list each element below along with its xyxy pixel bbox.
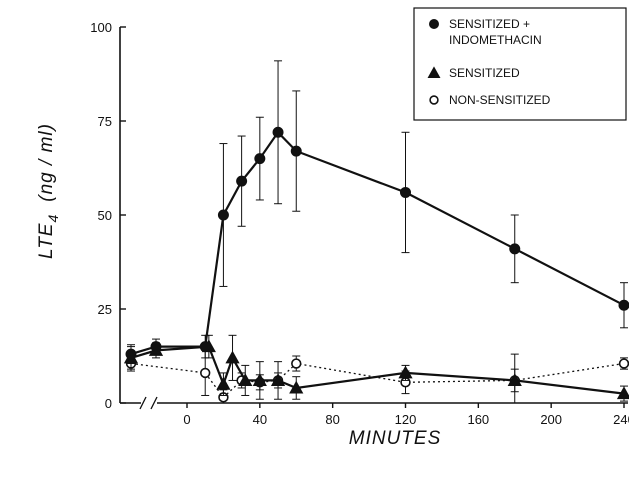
y-tick-label: 0	[105, 396, 112, 411]
data-point-open-circle	[291, 358, 302, 369]
data-point-filled-circle	[236, 175, 248, 187]
y-axis-title-unit: (ng / ml)	[36, 123, 57, 202]
data-point-filled-circle	[150, 341, 162, 353]
legend-label: SENSITIZED	[449, 66, 520, 80]
y-tick-label: 75	[98, 114, 112, 129]
x-ticks: 0 40 80 120 160 200 240	[183, 403, 629, 427]
y-axis-title-subscript: 4	[45, 214, 61, 223]
y-ticks: 0 25 50 75 100	[90, 20, 126, 411]
legend: SENSITIZED + INDOMETHACIN SENSITIZED NON-SE…	[413, 7, 627, 121]
x-tick-label: 240	[613, 412, 629, 427]
data-point-triangle	[216, 376, 231, 390]
data-point-triangle	[225, 350, 240, 364]
data-point-filled-circle	[199, 341, 211, 353]
data-point-open-circle	[618, 358, 629, 369]
data-point-triangle	[270, 373, 286, 386]
data-point-triangle	[238, 373, 253, 386]
data-point-filled-circle	[400, 186, 411, 198]
legend-label: NON-SENSITIZED	[449, 93, 551, 107]
data-point-open-circle	[200, 367, 211, 379]
data-point-triangle	[252, 373, 267, 386]
x-tick-label: 40	[253, 412, 267, 427]
data-point-filled-circle	[618, 299, 629, 311]
data-point-filled-circle	[272, 126, 284, 138]
x-axis-title: MINUTES	[349, 428, 442, 449]
data-point-filled-circle	[254, 153, 266, 165]
x-tick-label: 120	[395, 412, 417, 427]
series-sensitized-indomethacin	[125, 60, 629, 365]
legend-label: INDOMETHACIN	[449, 33, 542, 47]
data-point-filled-circle	[290, 145, 302, 157]
x-tick-label: 200	[540, 412, 562, 427]
axis-break-slash	[150, 396, 158, 410]
y-axis-title-main: LTE	[36, 223, 57, 259]
data-point-filled-circle	[217, 209, 229, 221]
data-point-triangle	[289, 380, 304, 394]
series-line	[130, 362, 625, 399]
plot-area	[123, 60, 629, 404]
legend-box	[413, 7, 627, 121]
legend-entry: NON-SENSITIZED	[429, 93, 551, 107]
x-tick-label: 0	[183, 412, 190, 427]
legend-entry: SENSITIZED	[427, 66, 520, 80]
axis-break-slash	[139, 396, 147, 410]
data-point-triangle	[616, 386, 629, 400]
data-point-triangle	[427, 66, 441, 78]
axes: 0 25 50 75 100 0 40 80 120 160 200 240	[90, 20, 629, 427]
x-tick-label: 160	[467, 412, 489, 427]
legend-entry: SENSITIZED + INDOMETHACIN	[429, 17, 542, 47]
y-tick-label: 100	[90, 20, 112, 35]
data-point-filled-circle	[429, 19, 439, 29]
y-tick-label: 25	[98, 302, 112, 317]
data-point-filled-circle	[509, 243, 521, 255]
x-axis-break-mark	[139, 396, 158, 410]
legend-label: SENSITIZED +	[449, 17, 530, 31]
data-point-open-circle	[429, 95, 439, 105]
data-point-triangle	[507, 373, 522, 386]
data-point-filled-circle	[125, 348, 137, 360]
y-axis-title: LTE4 (ng / ml)	[36, 123, 61, 259]
series-line	[130, 130, 625, 356]
y-tick-label: 50	[98, 208, 112, 223]
data-point-triangle	[398, 365, 413, 379]
x-tick-label: 80	[325, 412, 339, 427]
